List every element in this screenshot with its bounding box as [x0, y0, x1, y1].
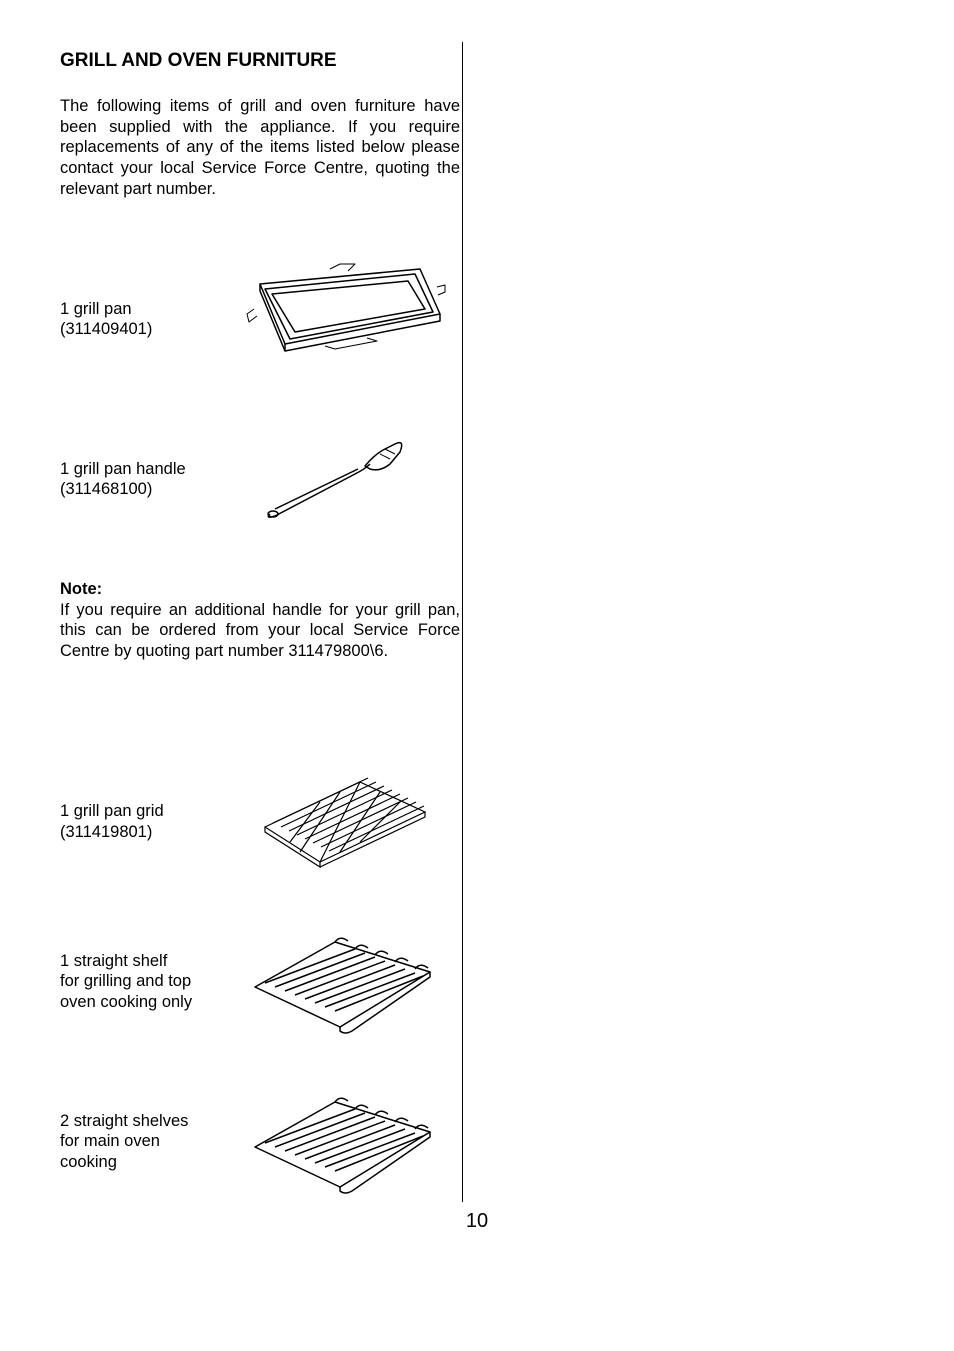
grill-pan-handle-label-line1: 1 grill pan handle [60, 460, 186, 478]
grill-pan-row: 1 grill pan (311409401) [60, 259, 460, 379]
grill-pan-handle-image [220, 424, 460, 534]
straight-shelves-icon [240, 1087, 440, 1197]
straight-shelves-image [220, 1087, 460, 1197]
straight-shelf-image [220, 927, 460, 1037]
straight-shelves-label-line2: for main oven cooking [60, 1132, 160, 1171]
page-content: GRILL AND OVEN FURNITURE The following i… [60, 50, 460, 1242]
straight-shelf-icon [240, 927, 440, 1037]
straight-shelf-label-line3: oven cooking only [60, 993, 192, 1011]
note-block: Note: If you require an additional handl… [60, 579, 460, 662]
straight-shelf-label-line1: 1 straight shelf [60, 952, 167, 970]
grill-pan-grid-label-line1: 1 grill pan grid [60, 802, 164, 820]
straight-shelves-row: 2 straight shelves for main oven cooking [60, 1082, 460, 1202]
grill-pan-label-line2: (311409401) [60, 320, 152, 338]
grill-pan-handle-label: 1 grill pan handle (311468100) [60, 459, 220, 500]
grill-pan-handle-row: 1 grill pan handle (311468100) [60, 419, 460, 539]
grill-pan-grid-row: 1 grill pan grid (311419801) [60, 762, 460, 882]
grill-pan-grid-label: 1 grill pan grid (311419801) [60, 801, 220, 842]
straight-shelves-label-line1: 2 straight shelves [60, 1112, 188, 1130]
section-heading: GRILL AND OVEN FURNITURE [60, 50, 460, 72]
grill-pan-grid-label-line2: (311419801) [60, 823, 152, 841]
straight-shelves-label: 2 straight shelves for main oven cooking [60, 1111, 220, 1173]
grill-pan-grid-image [220, 772, 460, 872]
grill-pan-icon [230, 259, 450, 379]
straight-shelf-label-line2: for grilling and top [60, 972, 191, 990]
column-divider [462, 42, 463, 1202]
grill-pan-label: 1 grill pan (311409401) [60, 299, 220, 340]
grill-pan-handle-label-line2: (311468100) [60, 480, 152, 498]
page-number: 10 [0, 1210, 954, 1233]
grill-pan-label-line1: 1 grill pan [60, 300, 132, 318]
note-label: Note: [60, 580, 102, 598]
intro-paragraph: The following items of grill and oven fu… [60, 96, 460, 199]
straight-shelf-label: 1 straight shelf for grilling and top ov… [60, 951, 220, 1013]
grill-pan-grid-icon [245, 772, 435, 872]
grill-pan-image [220, 259, 460, 379]
grill-pan-handle-icon [250, 424, 430, 534]
note-body: If you require an additional handle for … [60, 601, 460, 660]
straight-shelf-row: 1 straight shelf for grilling and top ov… [60, 922, 460, 1042]
